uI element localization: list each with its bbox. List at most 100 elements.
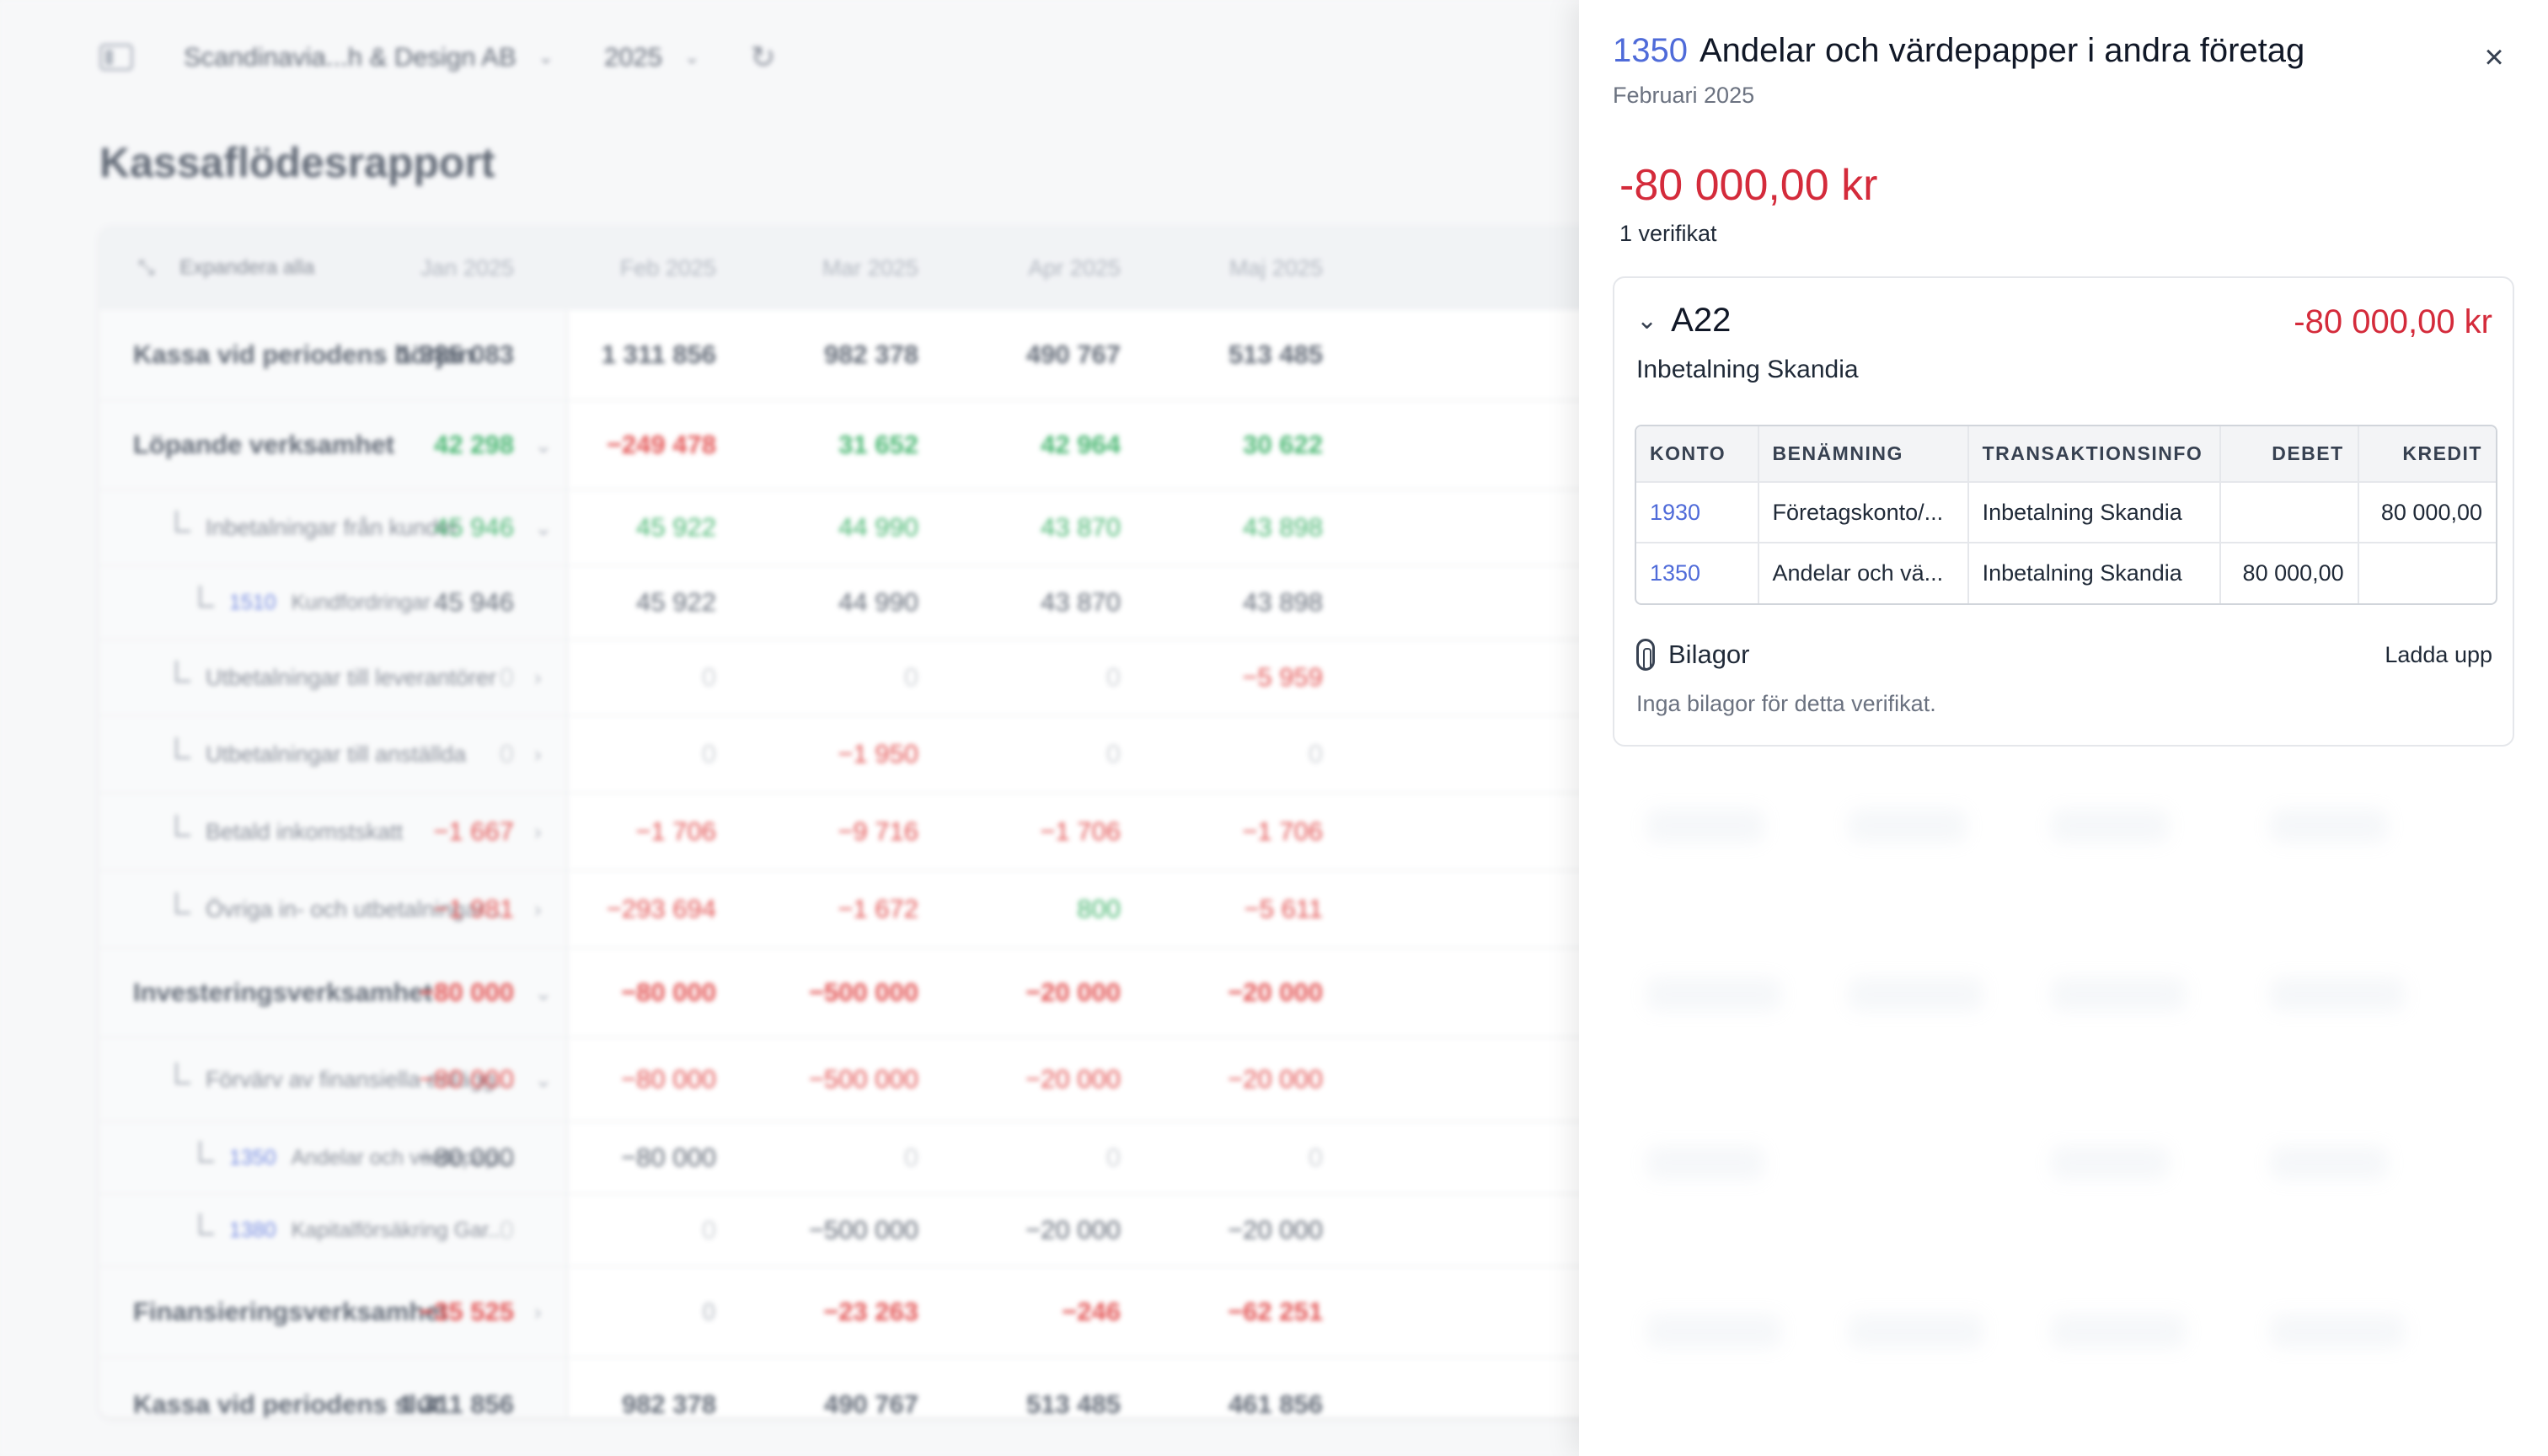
value-cell[interactable]: −1 667	[433, 816, 514, 846]
value-cell[interactable]: −80 000	[621, 1064, 716, 1094]
value-cell[interactable]: −1 706	[1242, 816, 1323, 846]
value-cell[interactable]: 43 870	[1041, 587, 1121, 617]
year-selector[interactable]: 2025 ⌄	[604, 42, 699, 72]
value-cell[interactable]: 513 485	[1025, 1389, 1121, 1417]
value-cell[interactable]: 0	[903, 662, 918, 692]
value-cell[interactable]: 0	[1308, 1143, 1323, 1172]
value-cell[interactable]: 982 378	[823, 340, 918, 369]
expand-all-button[interactable]: ⤡ Expandera alla	[138, 226, 314, 310]
refresh-icon[interactable]: ↻	[750, 40, 776, 74]
value-cell[interactable]: −246	[1062, 1297, 1121, 1326]
value-cell[interactable]: 0	[903, 1143, 918, 1172]
table-row[interactable]: Betald inkomstskatt › −1 667 −1 706 −9 716 −1…	[99, 794, 1650, 871]
chevron-down-icon[interactable]: ⌄	[534, 431, 553, 458]
value-cell[interactable]: −20 000	[1025, 977, 1121, 1007]
table-row[interactable]: Utbetalningar till anställda › 0 0 −1 950 0 0	[99, 716, 1650, 794]
value-cell[interactable]: −20 000	[1228, 1064, 1323, 1094]
value-cell[interactable]: 982 378	[621, 1389, 716, 1417]
account-link[interactable]: 1930	[1636, 482, 1759, 543]
table-row[interactable]: Utbetalningar till leverantörer › 0 0 0 0 −5 9…	[99, 640, 1650, 716]
chevron-down-icon[interactable]: ⌄	[534, 514, 553, 540]
chevron-down-icon[interactable]: ⌄	[534, 1066, 553, 1092]
value-cell[interactable]: 45 946	[434, 512, 514, 542]
value-cell[interactable]: 0	[701, 662, 716, 692]
value-cell[interactable]: 1 311 856	[399, 1389, 514, 1417]
value-cell[interactable]: −20 000	[1228, 977, 1323, 1007]
table-row[interactable]: Övriga in- och utbetalningar... › −1 981 −2…	[99, 871, 1650, 949]
company-selector[interactable]: Scandinavia...h & Design AB ⌄	[184, 42, 554, 72]
value-cell[interactable]: 0	[701, 1215, 716, 1245]
value-cell[interactable]: −80 000	[419, 1064, 514, 1094]
value-cell[interactable]: −500 000	[808, 1215, 918, 1245]
account-number[interactable]: 1380	[229, 1218, 276, 1242]
upload-button[interactable]: Ladda upp	[2385, 642, 2492, 667]
value-cell[interactable]: 44 990	[838, 512, 918, 542]
chevron-right-icon[interactable]: ›	[534, 896, 542, 922]
chevron-right-icon[interactable]: ›	[534, 741, 542, 767]
chevron-right-icon[interactable]: ›	[534, 1298, 542, 1325]
value-cell[interactable]: 0	[1308, 739, 1323, 768]
value-cell[interactable]: −249 478	[606, 430, 716, 459]
table-row[interactable]: Förvärv av finansiella anlägg... ⌄ −80 000…	[99, 1038, 1650, 1122]
chevron-down-icon[interactable]: ⌄	[534, 979, 553, 1005]
value-cell[interactable]: −1 981	[433, 894, 514, 923]
chevron-right-icon[interactable]: ›	[534, 664, 542, 690]
value-cell[interactable]: −1 706	[1040, 816, 1121, 846]
value-cell[interactable]: 0	[1105, 1143, 1121, 1172]
value-cell[interactable]: 490 767	[823, 1389, 918, 1417]
value-cell[interactable]: 0	[499, 1215, 514, 1245]
value-cell[interactable]: −20 000	[1025, 1064, 1121, 1094]
value-cell[interactable]: −80 000	[621, 977, 716, 1007]
panel-account-number[interactable]: 1350	[1613, 32, 1688, 69]
value-cell[interactable]: −1 950	[838, 739, 918, 768]
value-cell[interactable]: −1 706	[635, 816, 716, 846]
value-cell[interactable]: 0	[701, 739, 716, 768]
value-cell[interactable]: −62 251	[1228, 1297, 1323, 1326]
value-cell[interactable]: 461 856	[1228, 1389, 1323, 1417]
close-icon[interactable]: ×	[2484, 38, 2504, 76]
value-cell[interactable]: 1 385 083	[398, 340, 514, 369]
value-cell[interactable]: −20 000	[1025, 1215, 1121, 1245]
value-cell[interactable]: 45 946	[434, 587, 514, 617]
value-cell[interactable]: −500 000	[808, 1064, 918, 1094]
account-number[interactable]: 1350	[229, 1145, 276, 1170]
table-row[interactable]: Finansieringsverksamhet › −35 525 0 −23 263 −…	[99, 1267, 1650, 1358]
value-cell[interactable]: −20 000	[1228, 1215, 1323, 1245]
value-cell[interactable]: 44 990	[838, 587, 918, 617]
chevron-right-icon[interactable]: ›	[534, 818, 542, 844]
table-row[interactable]: Inbetalningar från kunder ⌄ 45 946 45 922 44…	[99, 490, 1650, 566]
value-cell[interactable]: 30 622	[1243, 430, 1323, 459]
value-cell[interactable]: −80 000	[419, 1143, 514, 1172]
value-cell[interactable]: 1 311 856	[601, 340, 716, 369]
value-cell[interactable]: −5 959	[1242, 662, 1323, 692]
value-cell[interactable]: 800	[1077, 894, 1121, 923]
value-cell[interactable]: −293 694	[606, 894, 716, 923]
value-cell[interactable]: 45 922	[636, 512, 716, 542]
value-cell[interactable]: −5 611	[1244, 894, 1323, 923]
value-cell[interactable]: 31 652	[838, 430, 918, 459]
sidebar-toggle-icon[interactable]	[99, 44, 133, 71]
value-cell[interactable]: 43 870	[1041, 512, 1121, 542]
value-cell[interactable]: 43 898	[1243, 587, 1323, 617]
table-row[interactable]: Investeringsverksamhet ⌄ −80 000 −80 000 −50…	[99, 949, 1650, 1038]
value-cell[interactable]: 0	[701, 1297, 716, 1326]
value-cell[interactable]: 42 298	[434, 430, 514, 459]
value-cell[interactable]: 513 485	[1228, 340, 1323, 369]
value-cell[interactable]: 490 767	[1025, 340, 1121, 369]
voucher-toggle[interactable]: ⌄ A22	[1636, 302, 1731, 340]
account-number[interactable]: 1510	[229, 590, 276, 614]
value-cell[interactable]: 0	[499, 662, 514, 692]
value-cell[interactable]: 42 964	[1041, 430, 1121, 459]
value-cell[interactable]: 43 898	[1243, 512, 1323, 542]
value-cell[interactable]: 45 922	[636, 587, 716, 617]
value-cell[interactable]: 0	[499, 739, 514, 768]
value-cell[interactable]: −9 716	[838, 816, 918, 846]
table-row[interactable]: Löpande verksamhet ⌄ 42 298 −249 478 31 652 4…	[99, 401, 1650, 490]
value-cell[interactable]: −1 672	[838, 894, 918, 923]
account-link[interactable]: 1350	[1636, 543, 1759, 603]
value-cell[interactable]: 0	[1105, 662, 1121, 692]
value-cell[interactable]: −23 263	[823, 1297, 918, 1326]
value-cell[interactable]: −80 000	[419, 977, 514, 1007]
value-cell[interactable]: −35 525	[419, 1297, 514, 1326]
value-cell[interactable]: −500 000	[808, 977, 918, 1007]
